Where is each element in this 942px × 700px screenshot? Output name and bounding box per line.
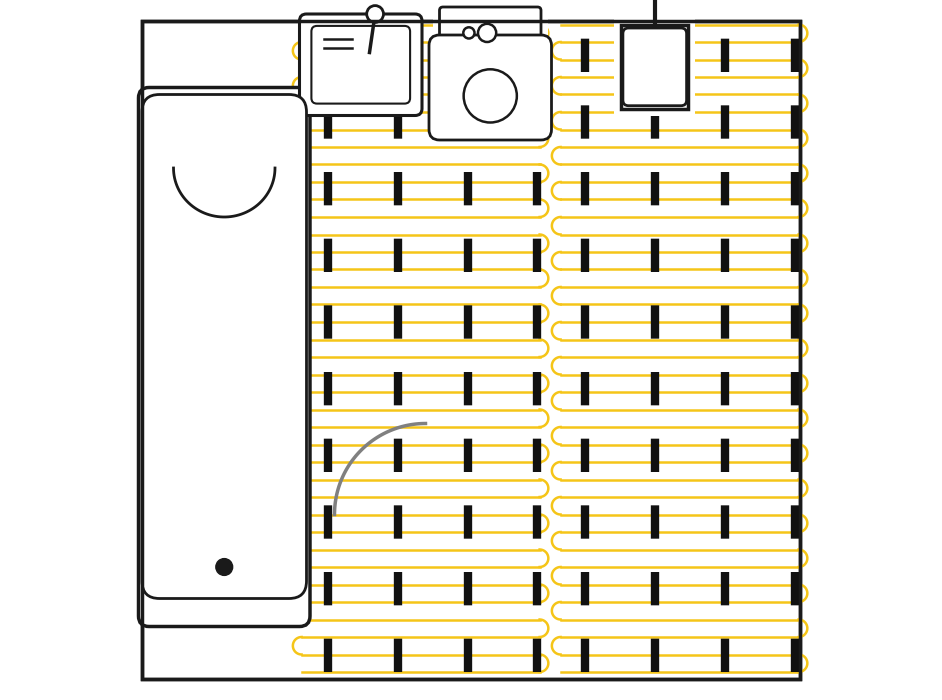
Circle shape [478, 24, 496, 42]
FancyBboxPatch shape [142, 21, 800, 679]
FancyBboxPatch shape [138, 88, 310, 626]
FancyBboxPatch shape [429, 35, 551, 140]
FancyBboxPatch shape [440, 7, 541, 60]
FancyBboxPatch shape [623, 28, 687, 106]
Circle shape [463, 69, 517, 122]
Bar [614, 0, 695, 116]
FancyBboxPatch shape [622, 25, 688, 108]
Bar [432, 0, 548, 136]
FancyBboxPatch shape [300, 14, 422, 116]
Circle shape [463, 27, 475, 38]
Bar [300, 14, 422, 116]
Circle shape [216, 559, 233, 575]
FancyBboxPatch shape [142, 94, 306, 598]
Circle shape [366, 6, 383, 22]
Bar [142, 91, 306, 623]
FancyBboxPatch shape [312, 26, 410, 104]
